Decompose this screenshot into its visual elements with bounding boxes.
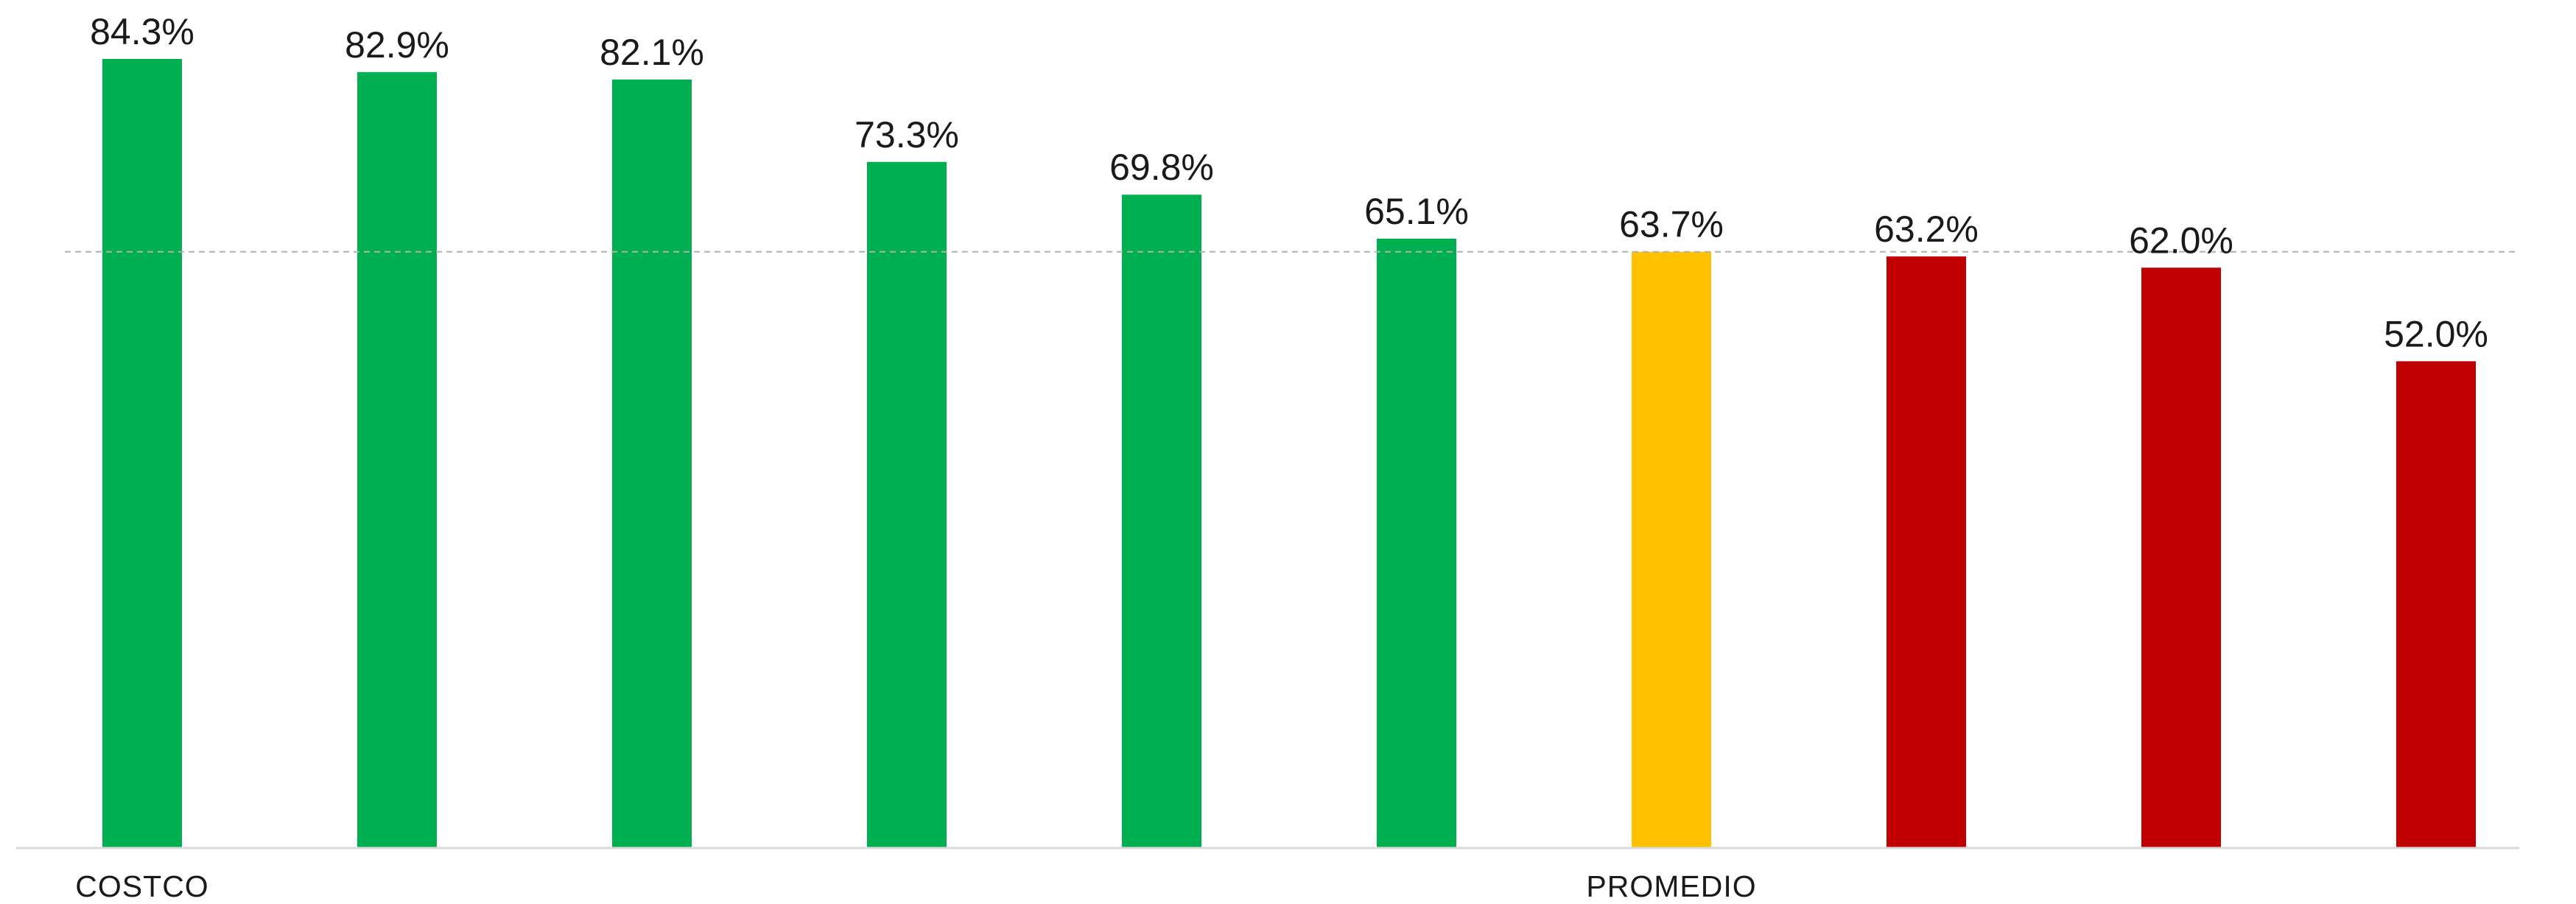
bar-2 <box>357 71 437 848</box>
bar-value-label-3: 82.1% <box>600 32 704 73</box>
bar-value-label-7: 63.7% <box>1619 204 1724 245</box>
bar-3 <box>612 79 692 848</box>
bar-value-label-8: 63.2% <box>1874 209 1979 250</box>
bar-6 <box>1377 238 1456 848</box>
bar-value-label-2: 82.9% <box>345 24 449 66</box>
bar-value-label-6: 65.1% <box>1364 191 1469 232</box>
bar-9 <box>2141 267 2221 848</box>
bar-10 <box>2396 361 2476 848</box>
bar-value-label-10: 52.0% <box>2384 313 2488 354</box>
bar-value-label-5: 69.8% <box>1109 147 1214 188</box>
category-labels-layer: COSTCO PROMEDIO <box>75 869 1756 903</box>
bar-1 <box>102 59 182 848</box>
bar-4 <box>867 161 947 849</box>
bars-layer <box>102 59 2476 849</box>
bar-value-label-1: 84.3% <box>90 11 194 52</box>
bar-value-label-4: 73.3% <box>854 114 959 155</box>
bar-5 <box>1122 195 1201 849</box>
bar-8 <box>1887 256 1966 848</box>
category-label-7: PROMEDIO <box>1586 869 1756 903</box>
value-labels-layer: 84.3% 82.9% 82.1% 73.3% 69.8% 65.1% 63.7% 63.2%… <box>90 11 2488 354</box>
bar-7 <box>1632 251 1711 848</box>
category-label-1: COSTCO <box>75 869 208 903</box>
bar-value-label-9: 62.0% <box>2129 220 2233 261</box>
